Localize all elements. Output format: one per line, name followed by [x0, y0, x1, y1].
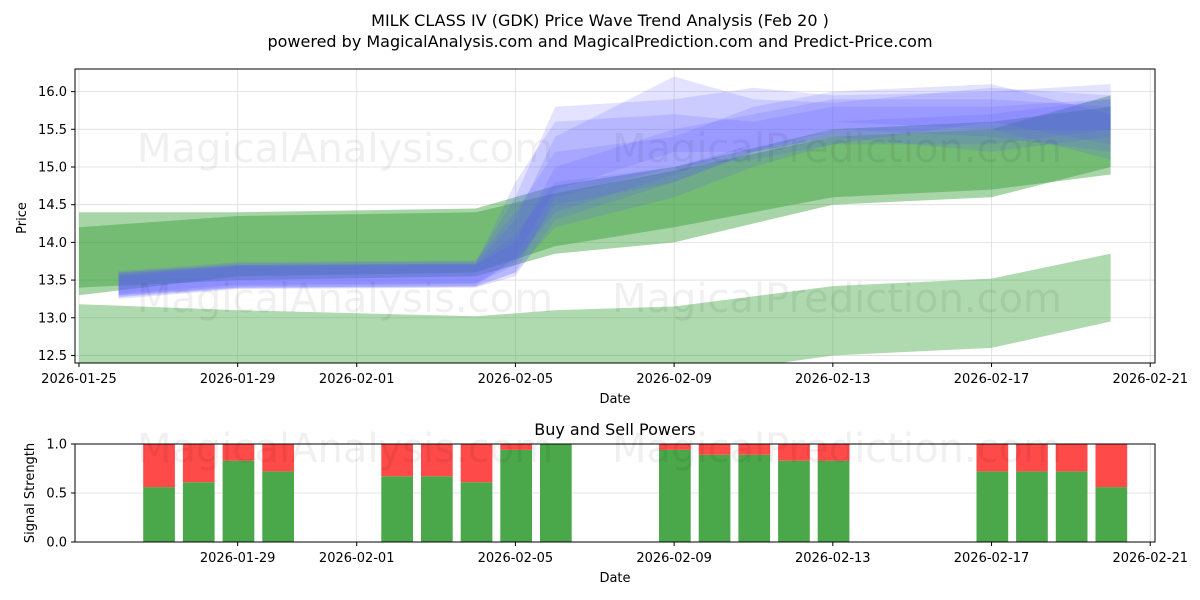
price-bands-clip — [79, 76, 1111, 363]
buy-bar — [659, 449, 691, 542]
price-y-tick-label: 16.0 — [38, 85, 67, 100]
price-y-tick-label: 14.0 — [38, 236, 67, 251]
signal-y-tick-label: 0.0 — [46, 536, 67, 551]
sell-bar — [1095, 444, 1128, 488]
watermark-left-mid: MagicalAnalysis.com — [137, 276, 553, 322]
sell-bar — [1016, 444, 1048, 472]
buy-bar — [976, 471, 1009, 542]
sell-bar — [659, 444, 691, 450]
sell-bar — [460, 444, 493, 483]
green-upper-band-1 — [79, 95, 1111, 296]
chart-title: MILK CLASS IV (GDK) Price Wave Trend Ana… — [371, 11, 829, 30]
sell-bar — [222, 444, 255, 461]
buy-bar — [778, 460, 810, 542]
buy-bar — [540, 444, 572, 542]
sell-bar — [738, 444, 771, 455]
price-y-tick-label: 14.5 — [38, 198, 67, 213]
signal-x-tick-label: 2026-01-29 — [200, 551, 276, 566]
price-y-label: Price — [15, 202, 30, 234]
price-y-tick-label: 13.0 — [38, 311, 67, 326]
signal-axes: 2026-01-29 2026-02-01 2026-02-05 2026-02-09… — [46, 438, 1188, 567]
price-x-tick-label: 2026-01-25 — [41, 372, 117, 387]
watermark-right-mid: MagicalPrediction.com — [612, 276, 1062, 322]
blue-wave-band-1 — [118, 84, 1111, 296]
signal-bars — [143, 444, 1128, 542]
price-x-tick-label: 2026-02-13 — [795, 372, 871, 387]
sell-bar — [1055, 444, 1088, 472]
price-x-tick-label: 2026-02-17 — [954, 372, 1030, 387]
price-bands — [79, 76, 1111, 363]
buy-bar — [460, 482, 493, 542]
green-upper-band-2 — [79, 106, 1111, 288]
price-plot: MagicalAnalysis.com MagicalPrediction.co… — [15, 68, 1188, 407]
green-lower-band — [79, 253, 1111, 363]
sell-bar — [976, 444, 1009, 472]
buy-bar — [1055, 471, 1088, 542]
signal-x-tick-label: 2026-02-01 — [319, 551, 395, 566]
signal-x-tick-label: 2026-02-09 — [636, 551, 712, 566]
signal-x-tick-label: 2026-02-05 — [478, 551, 554, 566]
signal-y-label: Signal Strength — [23, 443, 38, 543]
watermark-right-bottom: MagicalPrediction.com — [612, 426, 1062, 472]
price-y-tick-label: 12.5 — [38, 349, 67, 364]
sell-bar — [381, 444, 413, 477]
buy-bar — [500, 449, 532, 542]
buy-bar — [143, 487, 175, 542]
price-x-tick-label: 2026-02-05 — [478, 372, 554, 387]
price-plot-frame — [74, 68, 1156, 364]
buy-bar — [738, 454, 771, 542]
chart-subtitle: powered by MagicalAnalysis.com and Magic… — [267, 32, 932, 51]
sell-bar — [778, 444, 810, 461]
price-x-tick-label: 2026-02-21 — [1112, 372, 1188, 387]
sell-bar — [698, 444, 731, 455]
buy-bar — [262, 471, 294, 542]
price-x-label: Date — [599, 392, 630, 407]
buy-bar — [698, 454, 731, 542]
sell-bar — [500, 444, 532, 450]
blue-wave-band-3 — [118, 99, 1111, 299]
buy-bar — [222, 460, 255, 542]
blue-wave-band-6 — [118, 99, 1111, 298]
signal-x-tick-label: 2026-02-21 — [1112, 551, 1188, 566]
signal-x-tick-label: 2026-02-17 — [954, 551, 1030, 566]
buy-bar — [1016, 471, 1048, 542]
price-x-tick-label: 2026-02-01 — [319, 372, 395, 387]
blue-wave-band-4 — [118, 99, 1111, 296]
blue-wave-band-5 — [118, 84, 1111, 294]
signal-y-tick-label: 1.0 — [46, 438, 67, 453]
sell-bar — [262, 444, 294, 472]
buy-bar — [182, 482, 215, 542]
signal-title: Buy and Sell Powers — [534, 420, 696, 439]
price-x-tick-label: 2026-01-29 — [200, 372, 276, 387]
price-x-tick-label: 2026-02-09 — [636, 372, 712, 387]
price-y-tick-label: 15.5 — [38, 123, 67, 138]
sell-bar — [817, 444, 850, 461]
watermark-left-bottom: MagicalAnalysis.com — [137, 426, 553, 472]
watermark-left-top: MagicalAnalysis.com — [137, 126, 553, 172]
price-axes: 2026-01-25 2026-01-29 2026-02-01 2026-02-05… — [38, 85, 1188, 387]
signal-x-label: Date — [599, 571, 630, 586]
sell-bar — [143, 444, 175, 488]
buy-bar — [381, 476, 413, 542]
price-grid — [75, 69, 1155, 363]
signal-x-tick-label: 2026-02-13 — [795, 551, 871, 566]
buy-bar — [1095, 487, 1128, 542]
blue-wave-band-2 — [118, 76, 1111, 297]
watermark-right-top: MagicalPrediction.com — [612, 126, 1062, 172]
price-y-tick-label: 15.0 — [38, 161, 67, 176]
signal-plot: Buy and Sell Powers MagicalAnalysis.com … — [23, 420, 1188, 586]
price-y-tick-label: 13.5 — [38, 274, 67, 289]
signal-y-tick-label: 0.5 — [46, 487, 67, 502]
sell-bar — [182, 444, 215, 483]
buy-bar — [421, 476, 453, 542]
buy-bar — [817, 460, 850, 542]
sell-bar — [421, 444, 453, 477]
